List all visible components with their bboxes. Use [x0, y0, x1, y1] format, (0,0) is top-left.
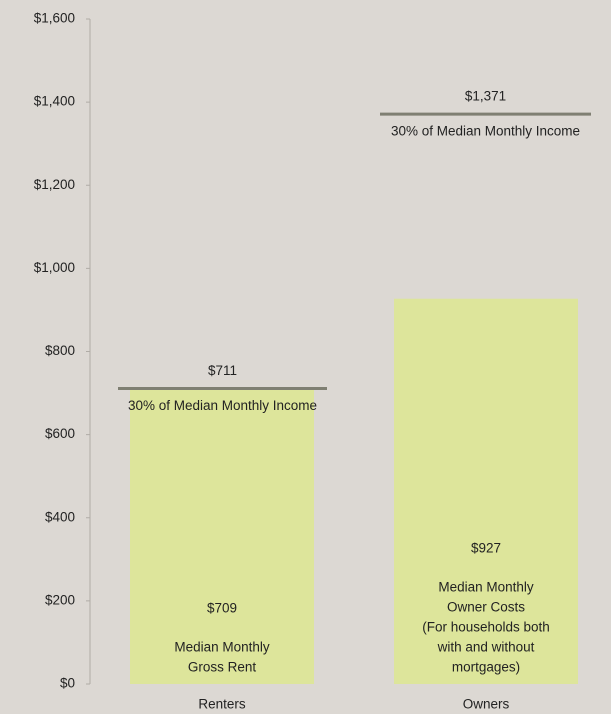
y-tick-label: $600: [45, 426, 75, 441]
bar-description: Median Monthly: [174, 640, 270, 655]
y-tick-label: $400: [45, 509, 75, 524]
y-tick-label: $200: [45, 592, 75, 607]
bar-description: with and without: [437, 640, 535, 655]
reference-label: 30% of Median Monthly Income: [128, 398, 317, 413]
y-tick-label: $1,000: [34, 260, 75, 275]
bar-description: (For households both: [422, 620, 550, 635]
x-tick-label: Owners: [463, 697, 510, 712]
bar-description: Median Monthly: [438, 580, 534, 595]
bar: [130, 389, 314, 684]
y-tick-label: $1,600: [34, 11, 75, 26]
y-tick-label: $1,400: [34, 94, 75, 109]
reference-value-label: $711: [208, 363, 237, 378]
bar-description: Owner Costs: [447, 600, 525, 615]
value-label: $709: [207, 601, 237, 616]
bar-description: Gross Rent: [188, 660, 257, 675]
bar-description: mortgages): [452, 660, 520, 675]
y-tick-label: $0: [60, 676, 75, 691]
reference-label: 30% of Median Monthly Income: [391, 124, 580, 139]
reference-value-label: $1,371: [465, 89, 506, 104]
y-tick-label: $800: [45, 343, 75, 358]
value-label: $927: [471, 541, 501, 556]
bar: [394, 298, 578, 684]
y-tick-label: $1,200: [34, 177, 75, 192]
x-tick-label: Renters: [198, 697, 246, 712]
